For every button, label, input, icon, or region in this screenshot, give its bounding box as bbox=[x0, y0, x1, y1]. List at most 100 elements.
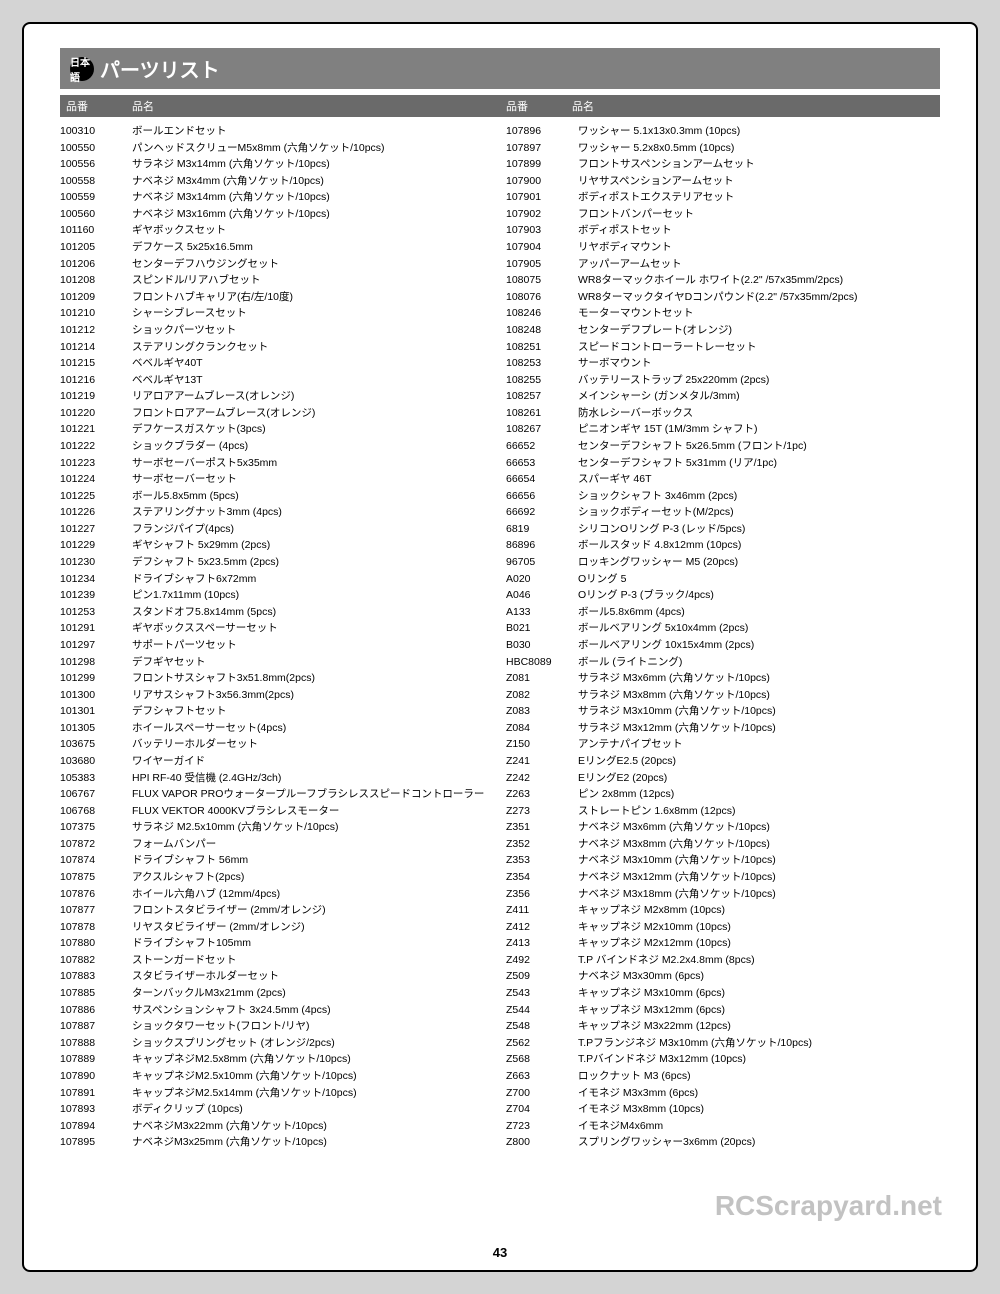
part-number: 106768 bbox=[60, 803, 132, 820]
part-name: ナベネジ M3x30mm (6pcs) bbox=[578, 968, 940, 985]
part-name: ナベネジ M3x18mm (六角ソケット/10pcs) bbox=[578, 886, 940, 903]
part-name: ベベルギヤ40T bbox=[132, 355, 494, 372]
part-number: Z544 bbox=[506, 1002, 578, 1019]
part-name: EリングE2.5 (20pcs) bbox=[578, 753, 940, 770]
part-number: Z509 bbox=[506, 968, 578, 985]
table-row: 101301デフシャフトセット bbox=[60, 703, 494, 720]
part-name: ショックスプリングセット (オレンジ/2pcs) bbox=[132, 1035, 494, 1052]
part-name: ロックナット M3 (6pcs) bbox=[578, 1068, 940, 1085]
part-name: パンヘッドスクリューM5x8mm (六角ソケット/10pcs) bbox=[132, 140, 494, 157]
part-name: サラネジ M2.5x10mm (六角ソケット/10pcs) bbox=[132, 819, 494, 836]
table-row: Z150アンテナパイプセット bbox=[506, 736, 940, 753]
part-number: 101205 bbox=[60, 239, 132, 256]
part-name: デフギヤセット bbox=[132, 654, 494, 671]
part-number: 107899 bbox=[506, 156, 578, 173]
part-number: 107874 bbox=[60, 852, 132, 869]
table-row: 100556サラネジ M3x14mm (六角ソケット/10pcs) bbox=[60, 156, 494, 173]
part-number: 101222 bbox=[60, 438, 132, 455]
table-row: 106768FLUX VEKTOR 4000KVブラシレスモーター bbox=[60, 803, 494, 820]
part-name: キャップネジ M2x10mm (10pcs) bbox=[578, 919, 940, 936]
part-name: リヤサスペンションアームセット bbox=[578, 173, 940, 190]
part-name: フロントスタビライザー (2mm/オレンジ) bbox=[132, 902, 494, 919]
table-row: 107889キャップネジM2.5x8mm (六角ソケット/10pcs) bbox=[60, 1051, 494, 1068]
part-number: Z150 bbox=[506, 736, 578, 753]
part-number: B030 bbox=[506, 637, 578, 654]
table-row: Z352ナベネジ M3x8mm (六角ソケット/10pcs) bbox=[506, 836, 940, 853]
part-name: ピン1.7x11mm (10pcs) bbox=[132, 587, 494, 604]
page-title: パーツリスト bbox=[100, 54, 220, 83]
part-number: 6819 bbox=[506, 521, 578, 538]
part-number: 96705 bbox=[506, 554, 578, 571]
part-number: 108248 bbox=[506, 322, 578, 339]
part-number: 107880 bbox=[60, 935, 132, 952]
table-row: 101215ベベルギヤ40T bbox=[60, 355, 494, 372]
part-name: ボール (ライトニング) bbox=[578, 654, 940, 671]
part-name: フロントバンパーセット bbox=[578, 206, 940, 223]
table-row: 101208スピンドル/リアハブセット bbox=[60, 272, 494, 289]
part-name: ホイールスペーサーセット(4pcs) bbox=[132, 720, 494, 737]
part-number: Z700 bbox=[506, 1085, 578, 1102]
part-number: Z723 bbox=[506, 1118, 578, 1135]
table-row: 101221デフケースガスケット(3pcs) bbox=[60, 421, 494, 438]
table-row: 107900リヤサスペンションアームセット bbox=[506, 173, 940, 190]
part-number: Z241 bbox=[506, 753, 578, 770]
header-partname-right: 品名 bbox=[572, 98, 594, 114]
part-name: ギヤボックスセット bbox=[132, 222, 494, 239]
right-column: 107896ワッシャー 5.1x13x0.3mm (10pcs)107897ワッ… bbox=[506, 123, 940, 1151]
part-number: 107891 bbox=[60, 1085, 132, 1102]
part-number: 107875 bbox=[60, 869, 132, 886]
table-row: B021ボールベアリング 5x10x4mm (2pcs) bbox=[506, 620, 940, 637]
part-number: Z568 bbox=[506, 1051, 578, 1068]
part-number: 101305 bbox=[60, 720, 132, 737]
part-number: 101253 bbox=[60, 604, 132, 621]
part-number: Z356 bbox=[506, 886, 578, 903]
table-header: 品番 品名 品番 品名 bbox=[60, 95, 940, 117]
part-name: T.P バインドネジ M2.2x4.8mm (8pcs) bbox=[578, 952, 940, 969]
part-name: キャップネジ M3x12mm (6pcs) bbox=[578, 1002, 940, 1019]
table-row: 107905アッパーアームセット bbox=[506, 256, 940, 273]
part-name: スタンドオフ5.8x14mm (5pcs) bbox=[132, 604, 494, 621]
part-number: 101206 bbox=[60, 256, 132, 273]
part-name: イモネジM4x6mm bbox=[578, 1118, 940, 1135]
part-number: 107893 bbox=[60, 1101, 132, 1118]
header-partname-left: 品名 bbox=[132, 98, 154, 114]
part-number: 108246 bbox=[506, 305, 578, 322]
part-number: 107877 bbox=[60, 902, 132, 919]
table-row: 107888ショックスプリングセット (オレンジ/2pcs) bbox=[60, 1035, 494, 1052]
part-number: Z273 bbox=[506, 803, 578, 820]
part-number: 107886 bbox=[60, 1002, 132, 1019]
table-row: 107904リヤボディマウント bbox=[506, 239, 940, 256]
part-number: B021 bbox=[506, 620, 578, 637]
part-name: キャップネジ M2x8mm (10pcs) bbox=[578, 902, 940, 919]
part-name: センターデフシャフト 5x31mm (リア/1pc) bbox=[578, 455, 940, 472]
part-name: ドライブシャフト6x72mm bbox=[132, 571, 494, 588]
table-row: Z800スプリングワッシャー3x6mm (20pcs) bbox=[506, 1134, 940, 1151]
table-row: 66653センターデフシャフト 5x31mm (リア/1pc) bbox=[506, 455, 940, 472]
part-number: 100559 bbox=[60, 189, 132, 206]
table-row: Z562T.Pフランジネジ M3x10mm (六角ソケット/10pcs) bbox=[506, 1035, 940, 1052]
part-number: A046 bbox=[506, 587, 578, 604]
part-number: 101214 bbox=[60, 339, 132, 356]
part-name: シリコンOリング P-3 (レッド/5pcs) bbox=[578, 521, 940, 538]
part-number: 66653 bbox=[506, 455, 578, 472]
part-number: 107901 bbox=[506, 189, 578, 206]
part-name: T.Pフランジネジ M3x10mm (六角ソケット/10pcs) bbox=[578, 1035, 940, 1052]
page-frame: 日本語 パーツリスト 品番 品名 品番 品名 100310ボールエンドセット10… bbox=[22, 22, 978, 1272]
table-row: 107877フロントスタビライザー (2mm/オレンジ) bbox=[60, 902, 494, 919]
table-row: 107876ホイール六角ハブ (12mm/4pcs) bbox=[60, 886, 494, 903]
table-row: 107899フロントサスペンションアームセット bbox=[506, 156, 940, 173]
header-partnum-right: 品番 bbox=[500, 98, 572, 114]
part-name: ボールスタッド 4.8x12mm (10pcs) bbox=[578, 537, 940, 554]
part-name: フォームバンパー bbox=[132, 836, 494, 853]
part-name: サポートパーツセット bbox=[132, 637, 494, 654]
table-row: Z568T.Pバインドネジ M3x12mm (10pcs) bbox=[506, 1051, 940, 1068]
table-row: 66656ショックシャフト 3x46mm (2pcs) bbox=[506, 488, 940, 505]
table-row: 107896ワッシャー 5.1x13x0.3mm (10pcs) bbox=[506, 123, 940, 140]
table-row: A133ボール5.8x6mm (4pcs) bbox=[506, 604, 940, 621]
part-name: スプリングワッシャー3x6mm (20pcs) bbox=[578, 1134, 940, 1151]
table-row: 101224サーボセーバーセット bbox=[60, 471, 494, 488]
table-row: Z242EリングE2 (20pcs) bbox=[506, 770, 940, 787]
table-row: 86896ボールスタッド 4.8x12mm (10pcs) bbox=[506, 537, 940, 554]
part-number: 107895 bbox=[60, 1134, 132, 1151]
part-number: Z412 bbox=[506, 919, 578, 936]
